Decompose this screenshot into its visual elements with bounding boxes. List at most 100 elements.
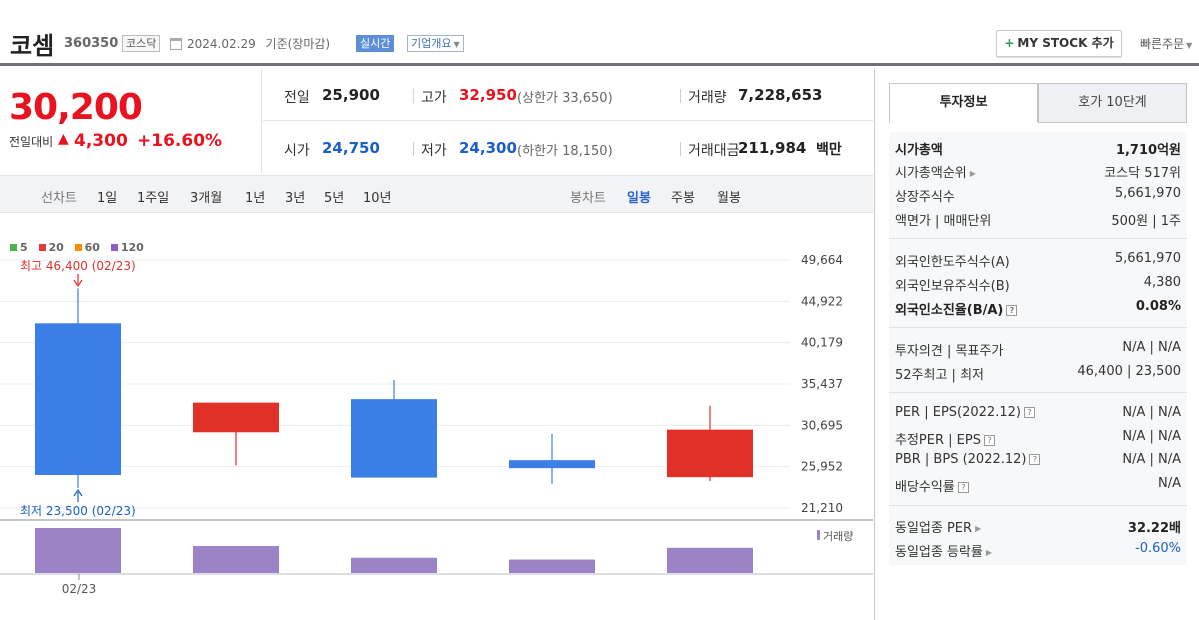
- foreign-hold-label: 외국인보유주식수(B): [895, 279, 1010, 294]
- divider: [680, 89, 681, 103]
- sector-per-value: 32.22배: [1127, 521, 1181, 536]
- current-price-box: 30,200 전일대비 ▲ 4,300 +16.60%: [0, 69, 262, 173]
- min-annotation: 최저 23,500 (02/23): [20, 504, 136, 518]
- divider: [889, 392, 1187, 393]
- rank-value: 코스닥 517위: [1104, 166, 1181, 181]
- row-shares: 상장주식수 5,661,970: [889, 184, 1187, 206]
- period-3m[interactable]: 3개월: [190, 191, 223, 206]
- par-label: 액면가 | 매매단위: [895, 214, 992, 229]
- par-value: 500원 | 1주: [1111, 214, 1181, 229]
- add-mystock-button[interactable]: + MY STOCK 추가: [996, 30, 1122, 57]
- eper-label-wrap: 추정PER | EPS?: [895, 429, 995, 448]
- foreign-limit-label: 외국인한도주식수(A): [895, 255, 1010, 270]
- quick-order-button[interactable]: 빠른주문 ▼: [1140, 35, 1192, 52]
- mystock-label: MY STOCK 추가: [1017, 36, 1114, 50]
- compare-label: 전일대비: [9, 135, 54, 149]
- row-per: PER | EPS(2022.12)? N/A | N/A: [889, 403, 1187, 425]
- row-rank[interactable]: 시가총액순위 ▶ 코스닥 517위: [889, 160, 1187, 182]
- help-icon[interactable]: ?: [1023, 407, 1035, 418]
- legend-swatch: [74, 244, 82, 251]
- plus-icon: +: [1004, 36, 1015, 50]
- period-1y[interactable]: 1년: [245, 191, 266, 206]
- help-icon[interactable]: ?: [957, 482, 969, 493]
- row-sector-rate[interactable]: 동일업종 등락률 ▶ -0.60%: [889, 539, 1187, 561]
- high-label: 고가: [421, 90, 447, 106]
- tab-quote-10[interactable]: 호가 10단계: [1038, 83, 1187, 123]
- candle-body: [351, 399, 437, 478]
- legend-ma60: 60: [74, 241, 100, 254]
- divider: [889, 327, 1187, 328]
- y-tick-label: 21,210: [801, 501, 843, 515]
- divider: [413, 142, 414, 156]
- company-overview-label: 기업개요: [411, 37, 452, 50]
- row-sector-per[interactable]: 동일업종 PER ▶ 32.22배: [889, 515, 1187, 537]
- period-5y[interactable]: 5년: [324, 191, 345, 206]
- row-est-per: 추정PER | EPS? N/A | N/A: [889, 427, 1187, 449]
- stock-name: 코셈: [10, 32, 55, 60]
- candle-chart-label: 봉차트: [570, 191, 606, 206]
- per-label-wrap: PER | EPS(2022.12)?: [895, 405, 1035, 420]
- change-value: 4,300: [74, 131, 128, 151]
- quick-order-label: 빠른주문: [1140, 37, 1185, 51]
- eper-value: N/A | N/A: [1122, 429, 1181, 444]
- help-icon[interactable]: ?: [1006, 305, 1018, 316]
- foreign-hold-value: 4,380: [1143, 275, 1181, 290]
- candle-weekly[interactable]: 주봉: [671, 191, 695, 206]
- help-icon[interactable]: ?: [983, 435, 995, 446]
- stock-header: 코셈 360350 코스닥 2024.02.29 기준(장마감) 실시간 기업개…: [0, 0, 1199, 66]
- basis-date: 2024.02.29 기준(장마감): [187, 35, 330, 52]
- candlestick-svg: 49,664 44,922 40,179 35,437 30,695 25,952 21,2…: [0, 253, 873, 596]
- rank-label: 시가총액순위: [895, 166, 967, 181]
- div-label: 배당수익률: [895, 480, 955, 495]
- open-label: 시가: [284, 143, 310, 159]
- eper-label: 추정PER | EPS: [895, 433, 981, 448]
- market-cap-label: 시가총액: [895, 143, 943, 158]
- period-1w[interactable]: 1주일: [137, 191, 170, 206]
- candle-body: [35, 323, 121, 475]
- foreign-limit-value: 5,661,970: [1114, 251, 1181, 266]
- row-dividend: 배당수익률? N/A: [889, 474, 1187, 496]
- candle-daily[interactable]: 일봉: [627, 191, 651, 206]
- row-52week: 52주최고 | 최저 46,400 | 23,500: [889, 362, 1187, 384]
- legend-swatch: [10, 244, 17, 251]
- caret-right-icon: ▶: [985, 548, 993, 557]
- help-icon[interactable]: ?: [1029, 454, 1041, 465]
- current-price: 30,200: [9, 87, 143, 128]
- x-tick-label: 02/23: [62, 582, 97, 596]
- sector-per-label: 동일업종 PER: [895, 521, 973, 536]
- amount-label: 거래대금: [688, 143, 740, 159]
- period-10y[interactable]: 10년: [363, 191, 392, 206]
- volume-bar: [667, 547, 753, 573]
- y-tick-label: 35,437: [801, 377, 843, 391]
- candle-monthly[interactable]: 월봉: [717, 191, 741, 206]
- calendar-icon: [170, 38, 182, 50]
- tab-invest-info[interactable]: 투자정보: [889, 83, 1038, 123]
- realtime-button[interactable]: 실시간: [356, 35, 395, 52]
- period-3y[interactable]: 3년: [285, 191, 306, 206]
- opinion-label: 투자의견 | 목표주가: [895, 344, 1004, 359]
- min-arrow-head: [73, 488, 83, 497]
- volume-legend-swatch: [817, 530, 820, 540]
- max-arrow-head: [73, 279, 83, 288]
- candle-body: [193, 402, 279, 433]
- company-overview-button[interactable]: 기업개요 ▼: [407, 35, 464, 52]
- stock-code: 360350: [64, 36, 119, 51]
- line-chart-label: 선차트: [41, 191, 77, 206]
- market-badge: 코스닥: [122, 35, 161, 52]
- volume-bar: [35, 528, 121, 573]
- legend-ma120: 120: [110, 241, 144, 254]
- open-value: 24,750: [322, 139, 380, 157]
- up-triangle-icon: ▲: [58, 131, 69, 147]
- prev-value: 25,900: [322, 86, 380, 104]
- sector-per-label-wrap: 동일업종 PER ▶: [895, 517, 981, 536]
- w52-value: 46,400 | 23,500: [1077, 364, 1181, 379]
- volume-value: 7,228,653: [738, 86, 823, 104]
- row-foreign-limit: 외국인한도주식수(A) 5,661,970: [889, 249, 1187, 271]
- investment-info-panel: 투자정보 호가 10단계 시가총액 1,710억원 시가총액순위 ▶ 코스닥 51…: [874, 69, 1199, 620]
- period-1d[interactable]: 1일: [97, 191, 118, 206]
- divider: [889, 505, 1187, 506]
- per-value: N/A | N/A: [1122, 405, 1181, 420]
- foreign-ratio-label: 외국인소진율(B/A): [895, 303, 1004, 318]
- per-label: PER | EPS(2022.12): [895, 405, 1021, 420]
- y-tick-label: 49,664: [801, 253, 843, 267]
